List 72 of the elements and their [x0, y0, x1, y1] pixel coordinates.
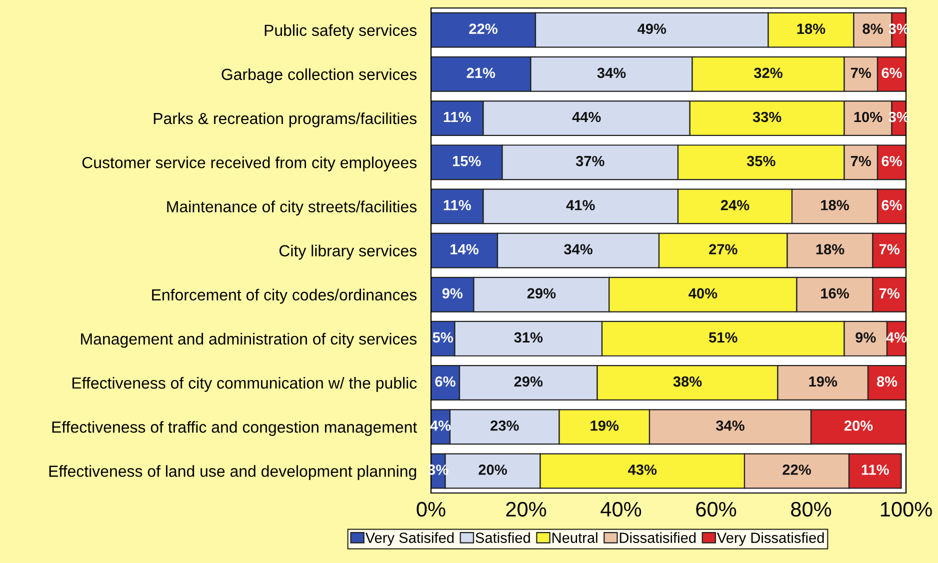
y-tick-label: Garbage collection services	[222, 68, 417, 84]
data-label: 11%	[862, 464, 889, 475]
data-label: 16%	[821, 288, 849, 299]
x-tick-label: 40%	[600, 502, 642, 517]
data-label: 20%	[844, 420, 873, 431]
data-label: 7%	[879, 288, 900, 298]
x-tick-label: 20%	[506, 502, 546, 517]
data-label: 7%	[879, 244, 900, 254]
data-label: 18%	[816, 244, 844, 254]
data-label: 32%	[754, 68, 782, 78]
data-label: 29%	[514, 376, 543, 387]
data-label: 19%	[590, 420, 619, 431]
data-label: 49%	[638, 24, 666, 34]
y-tick-label: Effectiveness of land use and development planning	[49, 465, 416, 480]
y-tick-label: Customer service received from city employees	[82, 156, 417, 172]
y-tick-label: City library services	[279, 244, 417, 260]
data-label: 21%	[466, 68, 496, 78]
data-label: 44%	[572, 112, 601, 122]
data-label: 38%	[673, 376, 702, 387]
data-label: 22%	[469, 24, 498, 34]
legend-label: Neutral	[552, 532, 598, 543]
data-label: 23%	[490, 420, 519, 431]
data-label: 5%	[432, 332, 454, 343]
data-label: 29%	[527, 288, 556, 299]
data-label: 33%	[752, 112, 782, 122]
legend-label: Very Satisifed	[365, 532, 454, 546]
data-label: 27%	[709, 244, 738, 254]
data-label: 34%	[716, 420, 744, 431]
data-label: 11%	[444, 200, 471, 210]
legend-label: Satisfied	[476, 532, 530, 543]
y-tick-label: Parks & recreation programs/facilities	[154, 112, 417, 128]
data-label: 6%	[882, 200, 902, 210]
data-label: 6%	[882, 156, 902, 166]
y-tick-label: Effectiveness of traffic and congestion management	[52, 421, 418, 436]
data-label: 40%	[688, 288, 718, 299]
data-label: 19%	[809, 376, 838, 387]
data-label: 43%	[628, 464, 657, 475]
x-tick-label: 60%	[696, 502, 736, 517]
data-label: 41%	[566, 200, 595, 210]
data-label: 11%	[444, 112, 471, 122]
data-label: 34%	[564, 244, 592, 254]
x-tick-label: 0%	[416, 502, 446, 517]
x-tick-label: 100%	[880, 502, 932, 517]
data-label: 7%	[850, 156, 872, 166]
data-label: 35%	[746, 156, 776, 166]
legend-label: Dissatisified	[620, 532, 696, 543]
data-label: 18%	[797, 24, 826, 34]
y-tick-label: Effectiveness of city communication w/ the public	[72, 376, 417, 392]
y-tick-label: Enforcement of city codes/ordinances	[152, 288, 417, 304]
data-label: 8%	[862, 24, 883, 34]
y-tick-label: Public safety services	[264, 24, 417, 40]
data-label: 6%	[882, 68, 902, 78]
data-label: 9%	[442, 288, 463, 299]
data-label: 10%	[854, 112, 882, 122]
data-label: 22%	[782, 464, 811, 475]
data-label: 18%	[821, 200, 849, 210]
y-tick-label: Management and administration of city services	[81, 332, 417, 348]
x-tick-label: 80%	[791, 502, 832, 517]
data-label: 9%	[856, 332, 876, 343]
data-label: 15%	[452, 156, 481, 166]
data-label: 14%	[450, 244, 478, 254]
legend-label: Very Dissatisfied	[716, 532, 824, 546]
data-label: 7%	[850, 68, 872, 78]
data-label: 8%	[876, 376, 898, 387]
y-tick-label: Maintenance of city streets/facilities	[167, 200, 417, 216]
data-label: 31%	[514, 332, 543, 343]
data-label: 37%	[576, 156, 604, 166]
data-label: 51%	[708, 332, 738, 343]
data-label: 6%	[435, 376, 456, 387]
data-label: 20%	[478, 464, 507, 475]
data-label: 34%	[597, 68, 626, 78]
data-label: 24%	[720, 200, 750, 210]
